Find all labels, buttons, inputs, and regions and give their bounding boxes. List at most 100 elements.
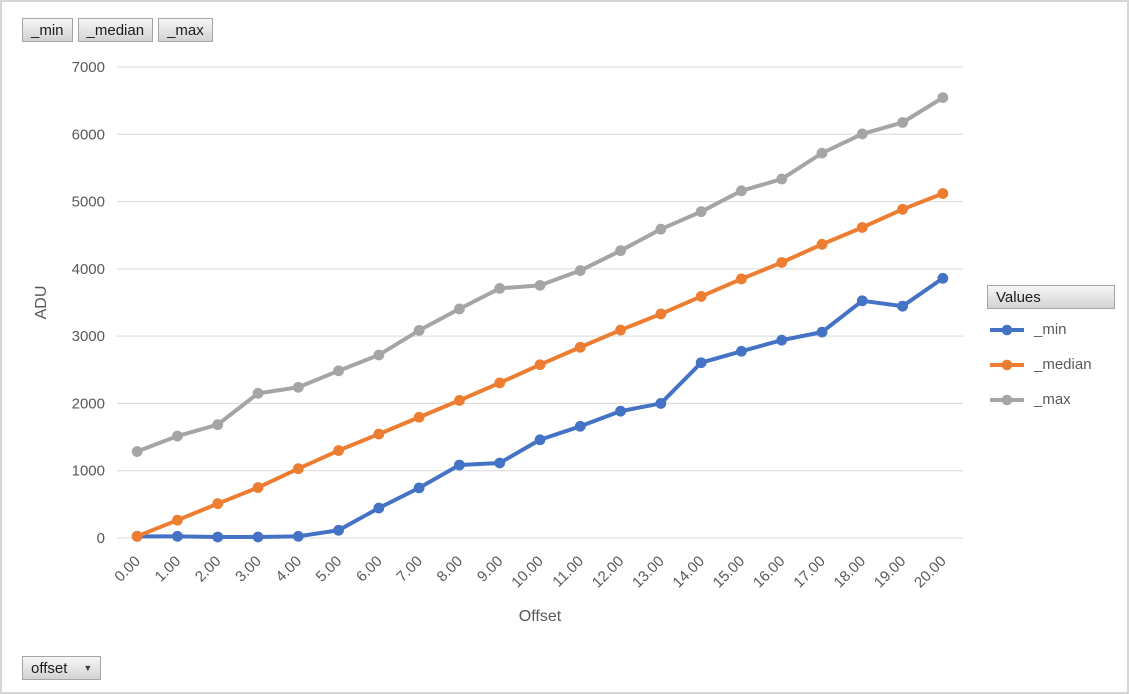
- marker-_min: [816, 326, 828, 338]
- x-tick-label: 2.00: [192, 553, 225, 586]
- marker-_min: [373, 502, 385, 514]
- marker-_min: [494, 457, 506, 469]
- legend-label: _max: [1034, 391, 1071, 408]
- marker-_max: [615, 245, 626, 257]
- y-axis-title: ADU: [33, 286, 50, 320]
- marker-_max: [937, 92, 949, 104]
- marker-_max: [494, 282, 506, 294]
- legend-values-button[interactable]: Values: [987, 285, 1115, 309]
- marker-_max: [333, 365, 344, 377]
- legend: Values _min _median _max: [987, 285, 1115, 417]
- y-tick-label: 0: [97, 530, 105, 547]
- marker-_min: [655, 398, 667, 409]
- marker-_median: [695, 291, 707, 302]
- marker-_median: [413, 411, 425, 423]
- marker-_median: [212, 498, 224, 510]
- marker-_median: [131, 530, 143, 542]
- marker-_median: [776, 257, 788, 268]
- marker-_median: [897, 203, 908, 215]
- marker-_median: [736, 273, 747, 285]
- y-tick-label: 3000: [72, 328, 105, 345]
- marker-_max: [172, 430, 183, 442]
- marker-_max: [574, 265, 586, 276]
- x-tick-label: 20.00: [911, 553, 950, 592]
- x-tick-label: 11.00: [549, 553, 587, 591]
- legend-swatch-_min: [990, 324, 1024, 335]
- legend-swatch-_median: [990, 359, 1024, 370]
- marker-_max: [373, 349, 385, 361]
- marker-_max: [454, 303, 465, 315]
- y-tick-label: 7000: [72, 59, 105, 76]
- x-tick-label: 19.00: [871, 553, 910, 592]
- y-tick-label: 5000: [72, 194, 105, 211]
- marker-_median: [454, 395, 465, 406]
- marker-_max: [816, 147, 828, 159]
- marker-_median: [292, 463, 304, 475]
- x-tick-label: 17.00: [790, 553, 829, 592]
- axis-field-button-offset[interactable]: offset ▼: [22, 656, 102, 680]
- marker-_min: [534, 434, 546, 446]
- marker-_min: [212, 531, 224, 543]
- field-button-_max[interactable]: _max: [158, 18, 213, 42]
- marker-_median: [615, 324, 626, 336]
- marker-_min: [736, 345, 747, 357]
- x-tick-label: 5.00: [313, 553, 346, 586]
- legend-items: _min _median _max: [987, 312, 1115, 417]
- marker-_min: [776, 334, 788, 346]
- legend-item-_min[interactable]: _min: [987, 312, 1115, 347]
- y-tick-label: 1000: [72, 463, 105, 480]
- marker-_min: [615, 405, 626, 417]
- marker-_min: [333, 524, 344, 536]
- legend-label: _median: [1034, 356, 1092, 373]
- x-tick-label: 3.00: [232, 553, 265, 586]
- field-button-_min[interactable]: _min: [22, 18, 73, 42]
- legend-label: _min: [1034, 321, 1067, 338]
- marker-_max: [534, 279, 546, 291]
- value-field-buttons: _min _median _max: [22, 18, 213, 42]
- legend-swatch-_max: [990, 394, 1024, 405]
- marker-_min: [695, 357, 707, 369]
- marker-_max: [897, 117, 908, 128]
- marker-_median: [655, 308, 667, 320]
- marker-_max: [776, 173, 788, 185]
- x-tick-label: 16.00: [750, 553, 789, 592]
- marker-_min: [454, 459, 465, 471]
- marker-_min: [856, 295, 868, 307]
- marker-_max: [131, 446, 143, 457]
- y-tick-label: 4000: [72, 261, 105, 278]
- x-tick-label: 15.00: [710, 553, 749, 592]
- marker-_median: [333, 445, 344, 456]
- marker-_max: [655, 223, 667, 235]
- marker-_median: [373, 428, 385, 440]
- series-line-_min: [135, 276, 945, 539]
- legend-item-_median[interactable]: _median: [987, 347, 1115, 382]
- marker-_max: [252, 387, 264, 399]
- marker-_median: [252, 482, 264, 493]
- marker-_min: [897, 300, 908, 312]
- marker-_min: [574, 420, 586, 432]
- x-axis-title: Offset: [519, 608, 562, 625]
- x-tick-label: 8.00: [434, 553, 467, 586]
- marker-_max: [212, 419, 224, 431]
- dropdown-arrow-icon: ▼: [83, 662, 93, 673]
- x-tick-label: 13.00: [629, 553, 668, 592]
- marker-_min: [252, 531, 264, 543]
- x-tick-label: 9.00: [474, 553, 507, 586]
- x-tick-label: 1.00: [152, 553, 185, 586]
- marker-_median: [816, 238, 828, 250]
- marker-_median: [937, 188, 949, 199]
- y-tick-label: 2000: [72, 395, 105, 412]
- marker-_max: [695, 206, 707, 218]
- x-tick-label: 14.00: [669, 553, 708, 592]
- marker-_min: [937, 272, 949, 284]
- legend-item-_max[interactable]: _max: [987, 382, 1115, 417]
- x-tick-label: 7.00: [393, 553, 426, 586]
- y-tick-label: 6000: [72, 126, 105, 143]
- x-tick-label: 10.00: [508, 553, 547, 592]
- marker-_max: [856, 128, 868, 140]
- marker-_max: [736, 185, 747, 197]
- field-button-_median[interactable]: _median: [77, 18, 154, 42]
- marker-_min: [172, 530, 183, 542]
- x-tick-label: 12.00: [589, 553, 628, 592]
